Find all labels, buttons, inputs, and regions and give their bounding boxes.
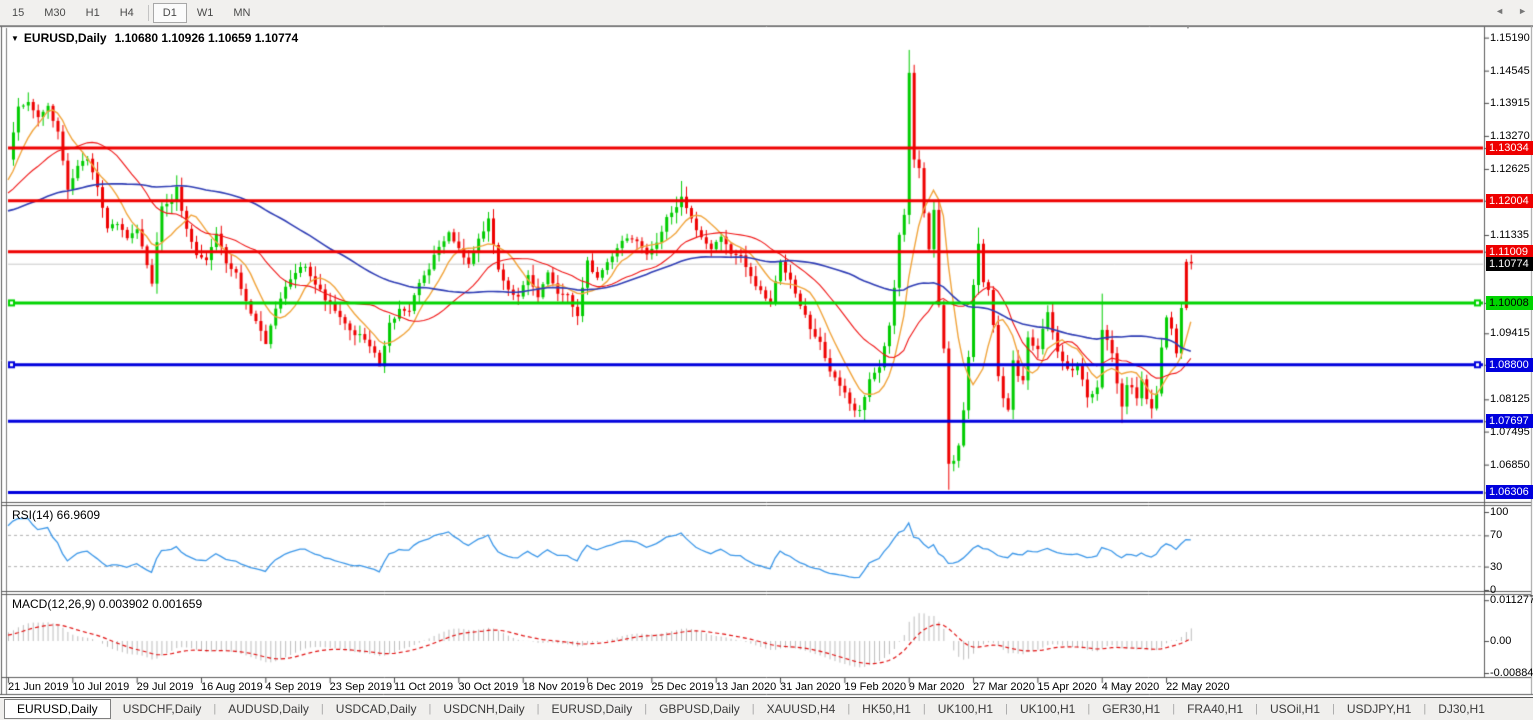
chart-tab-xauusd-h4[interactable]: XAUUSD,H4 <box>766 702 836 716</box>
chart-tab-audusd-daily[interactable]: AUDUSD,Daily <box>228 702 309 716</box>
chart-tab-fra40-h1[interactable]: FRA40,H1 <box>1187 702 1244 716</box>
price-tick-label: 1.11335 <box>1490 228 1529 241</box>
date-tick-label: 4 May 2020 <box>1101 681 1160 693</box>
tab-separator: | <box>922 703 926 715</box>
date-tick-label: 11 Oct 2019 <box>394 681 454 693</box>
tab-scroll-left-icon[interactable]: ◄ <box>1495 6 1505 16</box>
date-tick-label: 29 Jul 2019 <box>136 681 194 693</box>
chart-tab-ger30-h1[interactable]: GER30,H1 <box>1102 702 1161 716</box>
rsi-scale-label: 70 <box>1490 529 1503 542</box>
chart-symbol-label: EURUSD,Daily <box>23 31 107 45</box>
price-line-badge: 1.10008 <box>1486 295 1533 310</box>
macd-scale-label: 0.00 <box>1490 635 1512 647</box>
tab-scroll-right-icon[interactable]: ► <box>1518 6 1527 16</box>
rsi-scale-label: 100 <box>1490 506 1509 518</box>
date-tick-label: 16 Aug 2019 <box>201 681 263 693</box>
date-tick-label: 22 May 2020 <box>1166 681 1230 693</box>
rsi-scale-label: 30 <box>1490 560 1503 573</box>
chart-ohlc-values: 1.10680 1.10926 1.10659 1.10774 <box>114 31 299 45</box>
date-tick-label: 9 Mar 2020 <box>908 681 965 693</box>
price-tick-label: 1.14545 <box>1490 64 1530 77</box>
macd-scale-label: -0.008845 <box>1490 667 1533 680</box>
price-tick-label: 1.09415 <box>1490 327 1530 340</box>
tab-separator: | <box>751 703 755 715</box>
date-tick-label: 27 Mar 2020 <box>973 681 1035 693</box>
price-tick-label: 1.06850 <box>1490 458 1530 471</box>
chart-tab-uk100-h1[interactable]: UK100,H1 <box>937 702 994 716</box>
chart-title: ▼ EURUSD,Daily 1.10680 1.10926 1.10659 1.1… <box>11 31 298 45</box>
chart-tab-hk50-h1[interactable]: HK50,H1 <box>862 702 911 716</box>
price-tick-label: 1.15190 <box>1490 31 1530 44</box>
tab-separator: | <box>428 703 432 715</box>
timeframe-button-m30[interactable]: M30 <box>44 6 66 19</box>
date-tick-label: 4 Sep 2019 <box>265 681 322 693</box>
price-tick-label: 1.13915 <box>1490 96 1530 109</box>
chart-tab-usdcnh-daily[interactable]: USDCNH,Daily <box>443 702 525 716</box>
tab-separator: | <box>1255 703 1258 715</box>
date-tick-label: 18 Nov 2019 <box>522 681 586 693</box>
chart-tabs-bar: EURUSD,Daily USDCHF,Daily | AUDUSD,Daily | US… <box>0 697 1533 720</box>
chart-tab-eurusd-daily[interactable]: EURUSD,Daily <box>4 699 111 719</box>
chart-tab-usdcad-daily[interactable]: USDCAD,Daily <box>335 702 417 716</box>
price-line-badge: 1.11009 <box>1486 244 1533 259</box>
macd-scale-label: 0.011277 <box>1490 594 1533 607</box>
price-line-badge: 1.13034 <box>1486 141 1533 155</box>
date-tick-label: 19 Feb 2020 <box>844 681 907 693</box>
date-tick-label: 23 Sep 2019 <box>329 681 393 693</box>
date-tick-label: 25 Dec 2019 <box>651 681 714 693</box>
rsi-scale-label: 0 <box>1490 584 1497 596</box>
chart-tab-usdchf-daily[interactable]: USDCHF,Daily <box>122 702 202 716</box>
date-tick-label: 21 Jun 2019 <box>8 681 69 693</box>
chart-tab-eurusd-daily[interactable]: EURUSD,Daily <box>551 702 633 716</box>
tab-separator: | <box>847 703 851 715</box>
price-tick-label: 1.08125 <box>1490 393 1530 406</box>
tab-separator: | <box>1332 703 1335 715</box>
tab-separator: | <box>644 703 648 715</box>
date-tick-label: 31 Jan 2020 <box>780 681 841 693</box>
current-price-badge: 1.10774 <box>1486 256 1533 271</box>
tab-separator: | <box>213 703 217 715</box>
timeframe-button-w1[interactable]: W1 <box>196 6 214 19</box>
tab-separator: | <box>1172 703 1176 715</box>
chart-tab-uk100-h1[interactable]: UK100,H1 <box>1019 702 1076 716</box>
date-tick-label: 10 Jul 2019 <box>72 681 130 693</box>
price-line-badge: 1.08800 <box>1486 357 1533 372</box>
date-tick-label: 15 Apr 2020 <box>1037 681 1097 693</box>
chart-tab-usoil-h1[interactable]: USOil,H1 <box>1269 702 1320 716</box>
tab-separator: | <box>1005 703 1008 715</box>
tab-separator: | <box>320 703 324 715</box>
macd-label: MACD(12,26,9) 0.003902 0.001659 <box>12 597 203 611</box>
price-line-badge: 1.06306 <box>1486 485 1533 500</box>
timeframe-button-d1[interactable]: D1 <box>152 2 187 23</box>
chart-tab-usdjpy-h1[interactable]: USDJPY,H1 <box>1346 702 1412 716</box>
tab-separator: | <box>1087 703 1091 715</box>
chart-dropdown-icon[interactable]: ▼ <box>11 34 19 43</box>
chart-shift-icon[interactable]: ▼ <box>1184 22 1192 31</box>
tab-separator: | <box>536 703 540 715</box>
price-tick-label: 1.12625 <box>1490 162 1530 175</box>
date-tick-label: 13 Jan 2020 <box>715 681 777 693</box>
chart-tab-dj30-h1[interactable]: DJ30,H1 <box>1438 702 1485 716</box>
timeframe-button-h4[interactable]: H4 <box>119 6 134 19</box>
timeframe-button-h1[interactable]: H1 <box>85 6 100 19</box>
timeframe-button-15[interactable]: 15 <box>12 6 25 19</box>
price-line-badge: 1.12004 <box>1486 193 1533 208</box>
chart-tab-gbpusd-daily[interactable]: GBPUSD,Daily <box>659 702 740 716</box>
rsi-label: RSI(14) 66.9609 <box>12 508 101 522</box>
tab-separator: | <box>1423 703 1427 715</box>
timeframe-button-mn[interactable]: MN <box>233 6 251 19</box>
toolbar-separator <box>147 4 149 21</box>
timeframe-toolbar: 15 M30 H1 H4 D1 W1 MN <box>0 0 1533 26</box>
price-line-badge: 1.07697 <box>1486 414 1533 429</box>
price-tick-label: 1.13270 <box>1490 129 1530 142</box>
date-tick-label: 6 Dec 2019 <box>587 681 644 693</box>
date-tick-label: 30 Oct 2019 <box>458 681 519 693</box>
price-tick-label: 1.07495 <box>1490 425 1530 438</box>
tab-scroll-nav: ◄ ► <box>1481 6 1527 16</box>
